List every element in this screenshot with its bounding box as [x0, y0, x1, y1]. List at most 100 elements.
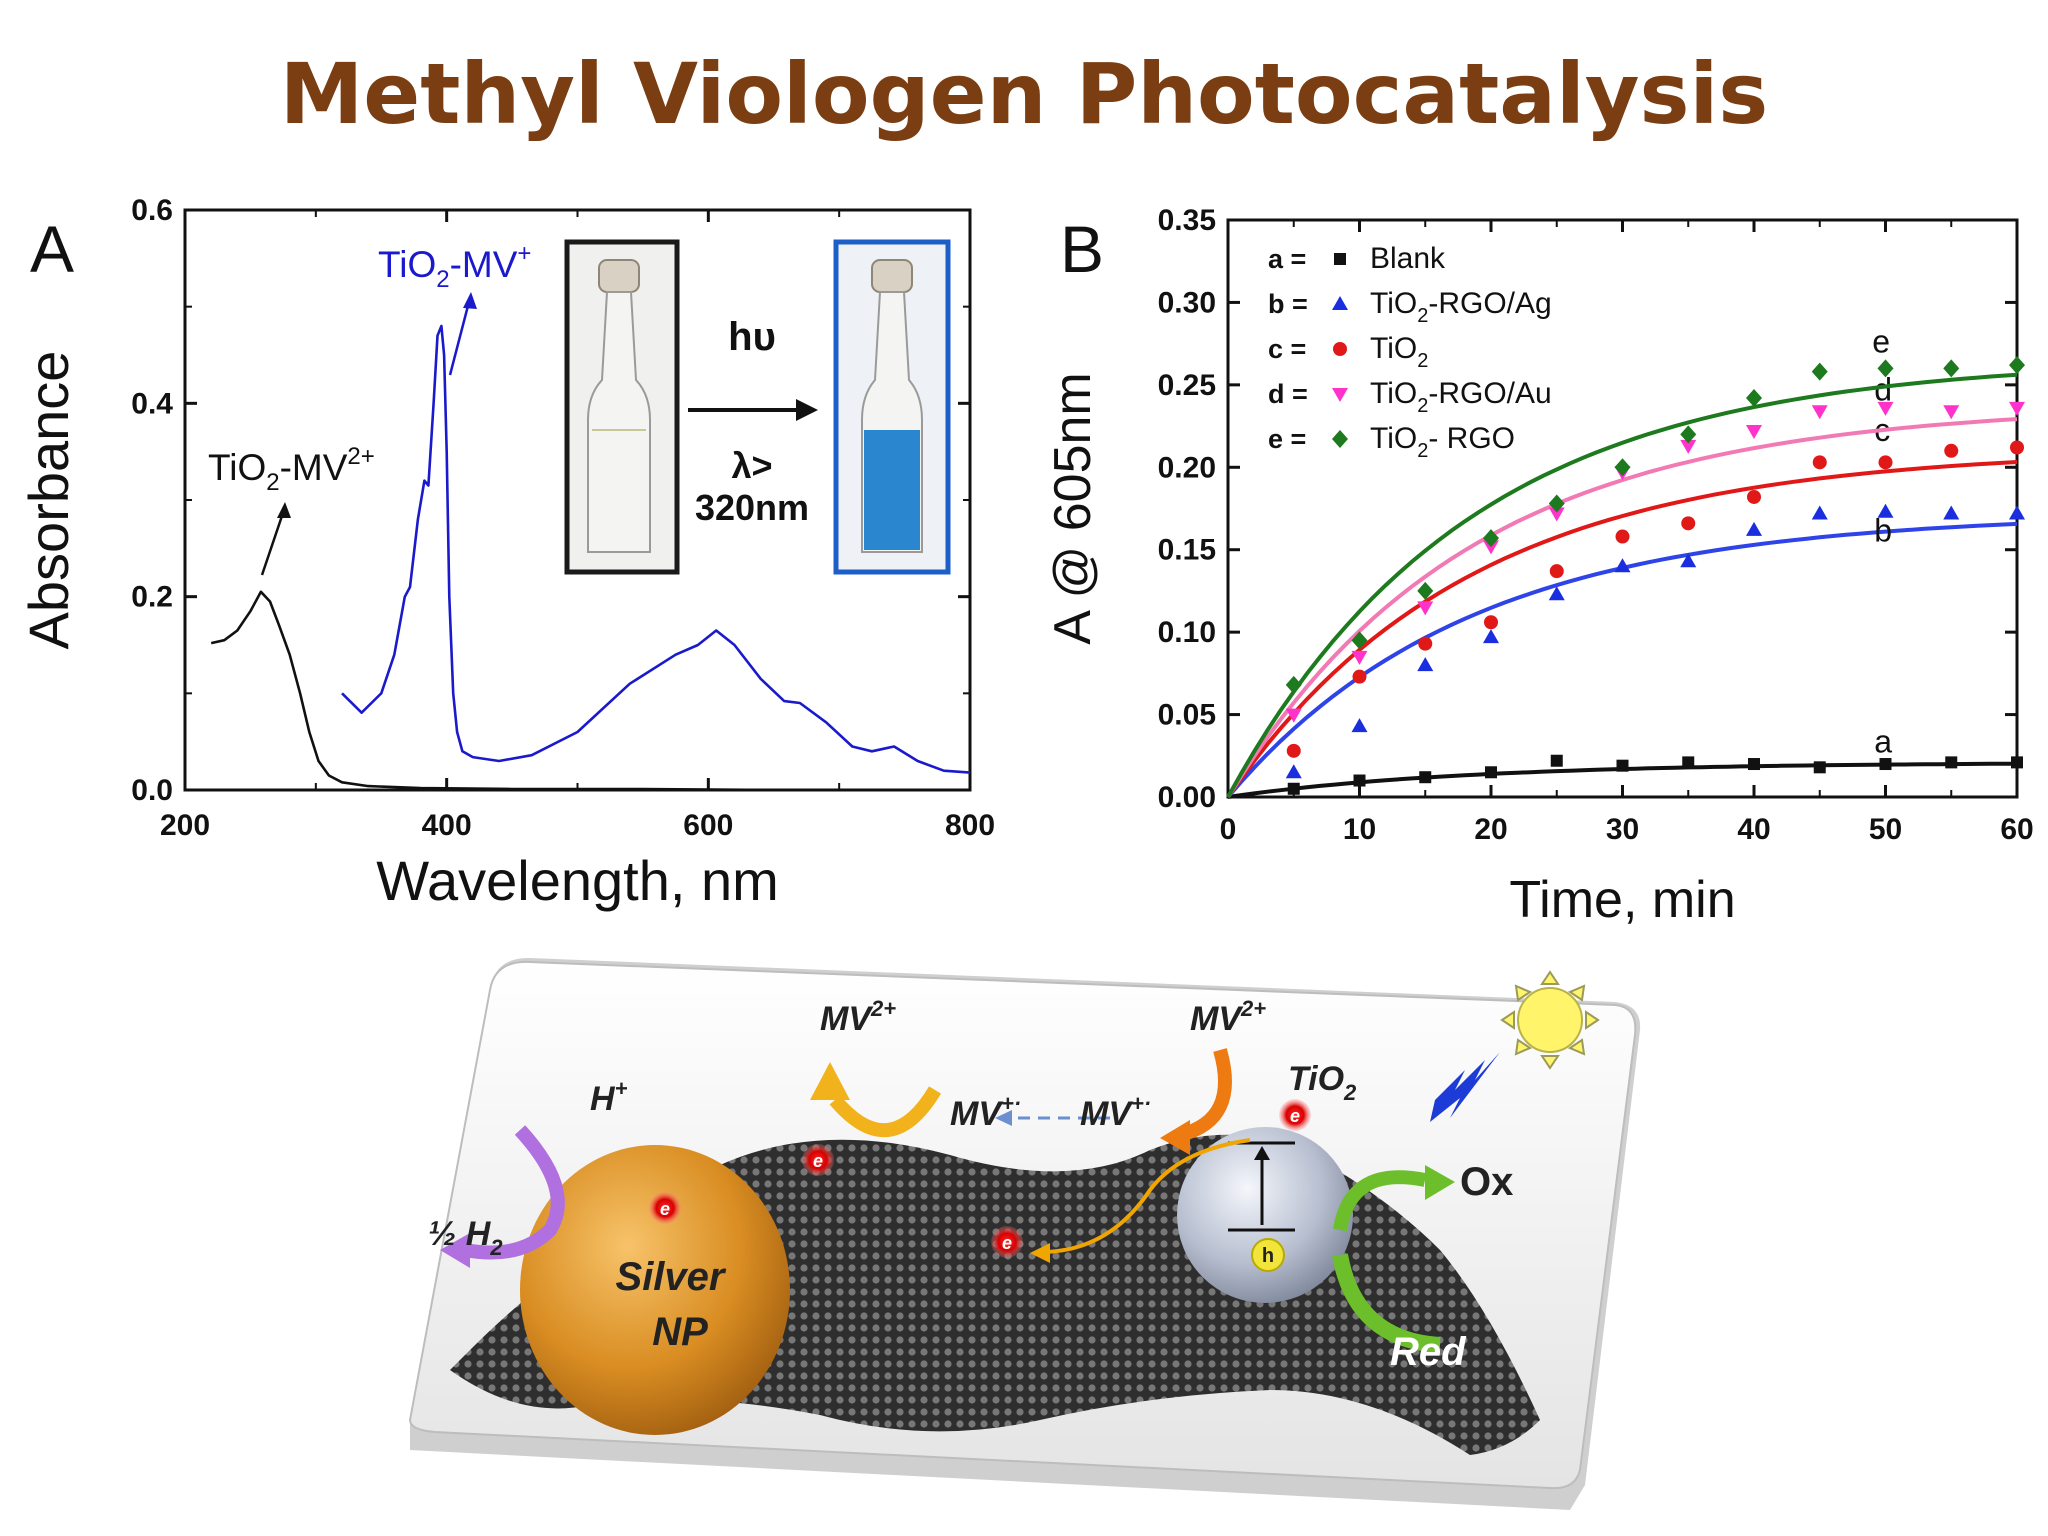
- data-point-e: [1351, 631, 1368, 650]
- x-tick-label: 200: [160, 809, 210, 842]
- x-tick-label: 10: [1343, 813, 1376, 846]
- y-tick-label: 0.00: [1158, 781, 1216, 814]
- data-point-c: [1615, 529, 1630, 544]
- curve-label-d: d: [1874, 372, 1892, 408]
- data-point-c: [1352, 669, 1367, 684]
- data-point-c: [1549, 564, 1564, 579]
- data-point-b: [1285, 764, 1302, 779]
- label-red: Red: [1390, 1330, 1467, 1374]
- data-point-e: [1877, 359, 1894, 378]
- legend-marker: [1334, 253, 1346, 265]
- data-point-c: [1681, 516, 1696, 531]
- cuvette-colorless: [587, 259, 651, 553]
- data-point-e: [1943, 359, 1960, 378]
- legend-label: TiO2-RGO/Au: [1370, 377, 1552, 417]
- x-tick-label: 40: [1737, 813, 1770, 846]
- y-tick-label: 0.2: [131, 581, 173, 614]
- y-tick-label: 0.05: [1158, 699, 1216, 732]
- data-point-c: [2010, 440, 2024, 455]
- legend-marker: [1332, 388, 1348, 402]
- electron-icon: [649, 1192, 681, 1224]
- data-point-d: [1943, 405, 1960, 420]
- label-mvp-right: MV+·: [1080, 1091, 1151, 1133]
- electron-icon: [1279, 1099, 1311, 1131]
- data-point-b: [1746, 521, 1762, 536]
- data-point-d: [1417, 601, 1434, 616]
- label-mv2-left: MV2+: [820, 996, 896, 1038]
- legend-key: d =: [1268, 379, 1308, 409]
- electron-label: e: [1290, 1106, 1300, 1126]
- y-tick-label: 0.20: [1158, 451, 1216, 484]
- y-tick-label: 0.0: [131, 774, 173, 807]
- data-point-b: [1877, 503, 1894, 518]
- data-point-e: [1746, 389, 1762, 408]
- electron-icon: [802, 1144, 834, 1176]
- data-point-b: [1417, 657, 1434, 672]
- y-tick-label: 0.25: [1158, 369, 1216, 402]
- panel-b-axes: 0 10 20 30 40 50 60 0.00 0.05 0.10 0.15 0.20 0.25 0.3…: [1044, 204, 2034, 929]
- oxidation-arrow-ag: [829, 1086, 942, 1138]
- label-mv2-right: MV2+: [1190, 996, 1266, 1038]
- silver-np-label-2: NP: [652, 1310, 708, 1354]
- tio2-particle: [1177, 1127, 1353, 1303]
- red-arrow: [1332, 1253, 1441, 1353]
- annotation-tio2-mv1: TiO2-MV+: [378, 240, 531, 293]
- spectrum-tio2-mv1: [341, 324, 971, 774]
- data-point-d: [1746, 425, 1762, 440]
- curve-label-a: a: [1874, 723, 1892, 759]
- panel-b-letter: B: [1060, 212, 1104, 286]
- band-gap-arrowhead: [1254, 1146, 1270, 1160]
- ox-arrow: [1333, 1170, 1427, 1232]
- light-label: hυ: [728, 315, 776, 359]
- x-axis-label: Wavelength, nm: [376, 849, 779, 912]
- panel-a-letter: A: [30, 212, 74, 286]
- data-point-a: [1748, 758, 1760, 771]
- reduction-arrow-tio2: [1178, 1048, 1232, 1142]
- data-point-a: [1287, 782, 1300, 795]
- data-point-e: [1680, 425, 1697, 444]
- y-tick-label: 0.10: [1158, 616, 1216, 649]
- data-point-d: [1351, 650, 1368, 665]
- legend-label: TiO2-RGO/Ag: [1370, 287, 1552, 327]
- data-point-a: [1616, 759, 1629, 772]
- panel-a-series: [210, 324, 971, 792]
- x-tick-label: 400: [422, 809, 472, 842]
- data-point-b: [1680, 553, 1697, 568]
- data-point-a: [1353, 774, 1366, 787]
- data-point-a: [1682, 756, 1695, 769]
- data-point-e: [1811, 362, 1828, 381]
- legend-key: b =: [1268, 289, 1308, 319]
- label-hplus: H+: [590, 1076, 628, 1118]
- y-tick-label: 0.35: [1158, 204, 1216, 237]
- mechanism-scheme: Silver NP e e e e h: [408, 957, 1641, 1510]
- electron-transfer-arrowhead: [1030, 1243, 1050, 1263]
- data-point-c: [1418, 636, 1433, 651]
- hole-icon: [1251, 1238, 1285, 1272]
- data-point-d: [1680, 439, 1697, 454]
- hole-label: h: [1262, 1245, 1274, 1267]
- y-axis-label: A @ 605nm: [1044, 372, 1102, 645]
- data-point-d: [1811, 405, 1828, 420]
- panel-a-chart: A 200 400 600 800 0.0 0.2 0.4 0.6 Wavelength, nm…: [17, 194, 995, 912]
- plot-frame: [1226, 218, 2019, 799]
- oxidation-arrowhead-ag: [810, 1062, 850, 1100]
- y-tick-label: 0.6: [131, 194, 173, 227]
- data-point-d: [1483, 540, 1499, 555]
- y-axis-label: Absorbance: [17, 351, 80, 650]
- curve-label-e: e: [1872, 323, 1890, 359]
- blue-solution: [864, 430, 920, 550]
- data-point-a: [1550, 754, 1563, 767]
- mv-transfer-arrowhead: [995, 1110, 1012, 1126]
- label-mvp-left: MV+·: [950, 1091, 1021, 1133]
- x-tick-label: 800: [945, 809, 995, 842]
- data-point-e: [1614, 458, 1631, 477]
- x-axis-label: Time, min: [1509, 871, 1735, 929]
- hydrogen-arrowhead: [440, 1233, 470, 1268]
- data-point-c: [1812, 455, 1827, 470]
- legend-marker: [1332, 296, 1348, 310]
- spectrum-tio2-mv2: [210, 590, 970, 792]
- cuvette-blue: [861, 259, 923, 553]
- legend-marker: [1332, 430, 1348, 448]
- data-point-a: [1879, 758, 1892, 771]
- inset-arrowhead: [796, 399, 818, 421]
